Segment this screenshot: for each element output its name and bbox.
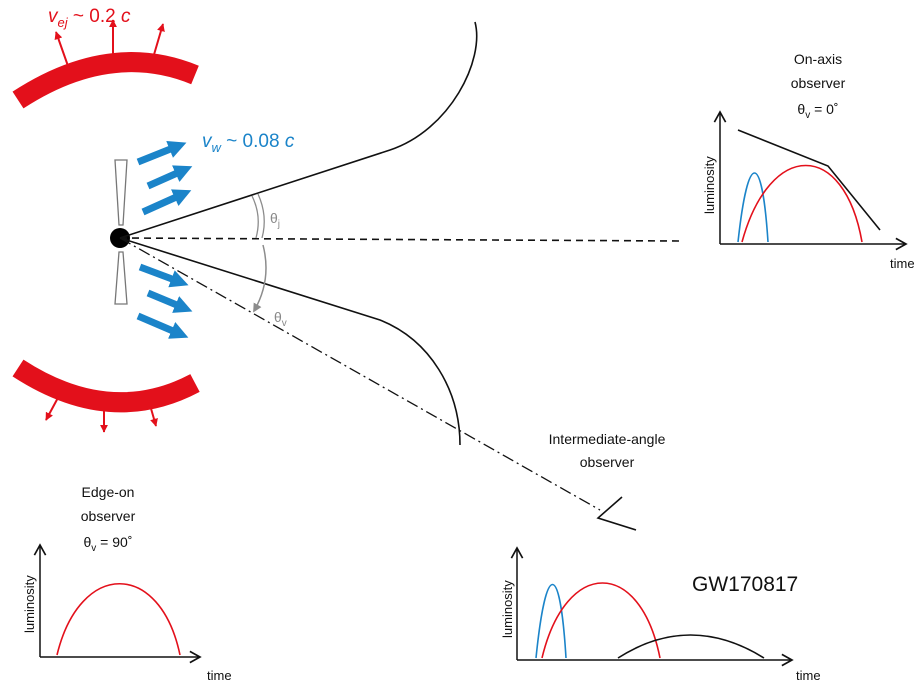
lower-funnel [114, 251, 128, 305]
intermediate-light-curve-plot: luminosity time GW170817 [500, 546, 821, 683]
svg-text:θv = 0˚: θv = 0˚ [797, 101, 838, 121]
jet-angle-label: θj [270, 210, 280, 230]
jet-angle-arc [251, 193, 265, 239]
y-axis-label: luminosity [702, 156, 717, 214]
svg-text:θv = 90˚: θv = 90˚ [84, 534, 133, 554]
x-axis-label: time [207, 668, 232, 683]
svg-text:observer: observer [791, 75, 846, 91]
event-name-label: GW170817 [692, 573, 798, 596]
upper-ejecta-shell [12, 19, 199, 109]
jet-axis [119, 237, 681, 242]
y-axis-label: luminosity [500, 580, 515, 638]
svg-text:Intermediate-angle: Intermediate-angle [549, 431, 666, 447]
y-axis-label: luminosity [22, 575, 37, 633]
x-axis-label: time [796, 668, 821, 683]
view-angle-arc [253, 244, 267, 313]
svg-text:observer: observer [81, 508, 136, 524]
x-axis-label: time [890, 256, 915, 271]
svg-text:Edge-on: Edge-on [82, 484, 135, 500]
edge-on-observer-label: Edge-on observer θv = 90˚ [81, 484, 136, 554]
jet-lower-edge [119, 237, 461, 446]
view-angle-label: θv [274, 309, 287, 329]
svg-text:observer: observer [580, 454, 635, 470]
viewing-line [119, 237, 601, 511]
blue-kilonova-curve [535, 584, 567, 659]
blue-kilonova-curve [737, 172, 769, 243]
observer-eye-icon [596, 496, 637, 531]
upper-funnel [114, 159, 128, 226]
jet-upper-edge [119, 21, 478, 239]
red-kilonova-curve [541, 582, 661, 659]
svg-text:On-axis: On-axis [794, 51, 842, 67]
off-axis-afterglow-curve [617, 634, 765, 659]
wind-velocity-label: vw ~ 0.08 c [202, 131, 295, 155]
red-kilonova-curve [56, 583, 181, 656]
jet-afterglow-curve [737, 129, 881, 231]
edge-on-light-curve-plot: luminosity time [22, 543, 232, 683]
wind-arrows [136, 140, 193, 339]
intermediate-observer-label: Intermediate-angle observer [549, 431, 666, 470]
red-kilonova-curve [741, 164, 863, 243]
on-axis-light-curve-plot: luminosity time [702, 110, 915, 271]
lower-ejecta-shell [12, 359, 200, 433]
on-axis-observer-label: On-axis observer θv = 0˚ [791, 51, 846, 121]
ejecta-velocity-label: vej ~ 0.2 c [48, 6, 131, 30]
